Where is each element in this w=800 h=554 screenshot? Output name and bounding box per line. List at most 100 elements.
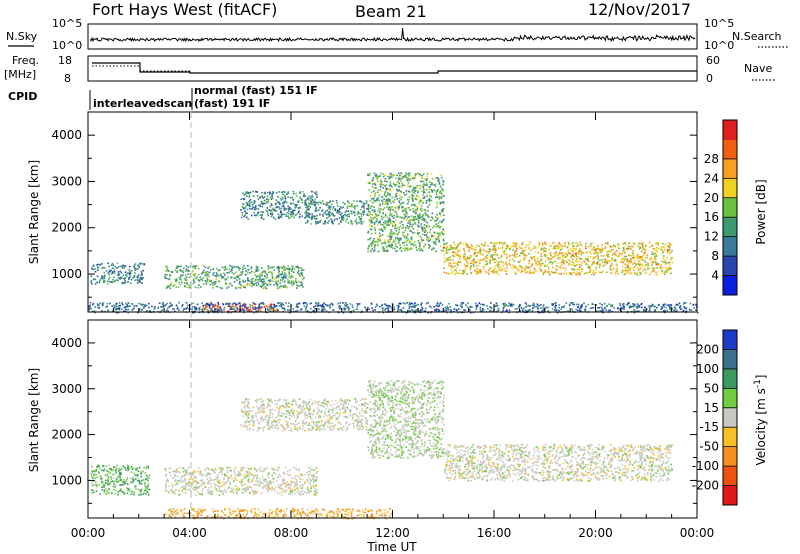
data-cell [210, 268, 212, 271]
data-cell [116, 262, 119, 265]
data-cell [402, 234, 404, 237]
data-cell [527, 266, 529, 269]
data-cell [438, 183, 441, 185]
data-cell [105, 493, 107, 495]
data-cell [300, 281, 303, 283]
data-cell [616, 272, 619, 275]
data-cell [375, 187, 377, 189]
data-cell [397, 206, 400, 208]
data-cell [486, 254, 489, 257]
data-cell [556, 269, 558, 271]
data-cell [206, 271, 208, 273]
data-cell [241, 214, 244, 216]
data-cell [437, 226, 440, 228]
data-cell [483, 266, 485, 268]
data-cell [168, 278, 170, 281]
data-cell [636, 310, 638, 313]
data-cell [260, 217, 263, 219]
data-cell [179, 278, 181, 280]
data-cell [140, 272, 143, 275]
data-cell [597, 261, 599, 264]
data-cell [283, 201, 285, 203]
data-cell [524, 246, 527, 249]
data-cell [522, 250, 524, 252]
data-cell [656, 273, 659, 276]
data-cell [440, 249, 443, 252]
data-cell [516, 256, 518, 258]
data-cell [389, 222, 392, 224]
data-cell [381, 218, 383, 220]
data-cell [363, 202, 365, 204]
data-cell [400, 196, 403, 198]
data-cell [568, 262, 570, 265]
data-cell [388, 220, 390, 223]
data-cell [307, 208, 309, 210]
data-cell [442, 202, 445, 205]
data-cell [368, 224, 371, 227]
data-cell [438, 237, 440, 240]
data-cell [419, 216, 421, 219]
data-cell [532, 247, 535, 250]
data-cell [524, 309, 527, 312]
data-cell [424, 231, 426, 234]
data-cell [444, 306, 446, 309]
data-cell [278, 273, 281, 276]
data-cell [369, 199, 372, 202]
data-cell [502, 250, 504, 253]
data-cell [377, 209, 379, 212]
data-cell [96, 269, 99, 271]
data-cell [436, 204, 439, 206]
data-cell [580, 268, 583, 270]
data-cell [435, 226, 438, 228]
data-cell [642, 310, 645, 312]
data-cell [165, 265, 167, 268]
data-cell [135, 268, 137, 270]
data-cell [368, 214, 370, 216]
data-cell [169, 287, 172, 290]
data-cell [120, 473, 122, 476]
data-cell [393, 222, 396, 224]
data-cell [441, 195, 443, 198]
data-cell [578, 249, 581, 251]
data-cell [233, 273, 235, 275]
data-cell [455, 269, 458, 272]
data-cell [341, 207, 343, 209]
data-cell [578, 273, 581, 276]
data-cell [137, 274, 140, 276]
data-cell [328, 213, 330, 216]
data-cell [618, 255, 620, 257]
data-cell [426, 184, 428, 186]
data-cell [653, 248, 656, 250]
data-cell [660, 308, 662, 311]
data-cell [130, 272, 132, 275]
data-cell [361, 310, 363, 312]
data-cell [248, 194, 251, 197]
data-cell [267, 200, 270, 202]
data-cell [216, 273, 218, 275]
data-cell [570, 249, 573, 252]
data-cell [371, 198, 373, 200]
data-cell [216, 305, 219, 308]
data-cell [286, 287, 289, 289]
data-cell [543, 309, 545, 312]
data-cell [254, 206, 257, 209]
data-cell [294, 207, 297, 209]
data-cell [212, 287, 214, 289]
data-cell [116, 267, 118, 269]
data-cell [261, 206, 264, 208]
data-cell [508, 259, 511, 262]
data-cell [438, 303, 441, 305]
data-cell [229, 282, 232, 285]
data-cell [531, 258, 533, 260]
data-cell [491, 242, 494, 244]
data-cell [271, 307, 274, 309]
data-cell [292, 276, 294, 278]
data-cell [403, 213, 406, 216]
data-cell [550, 245, 553, 247]
data-cell [482, 259, 484, 261]
data-cell [271, 266, 273, 269]
data-cell [319, 221, 321, 223]
data-cell [256, 267, 258, 269]
data-cell [586, 259, 589, 261]
data-cell [249, 202, 251, 204]
